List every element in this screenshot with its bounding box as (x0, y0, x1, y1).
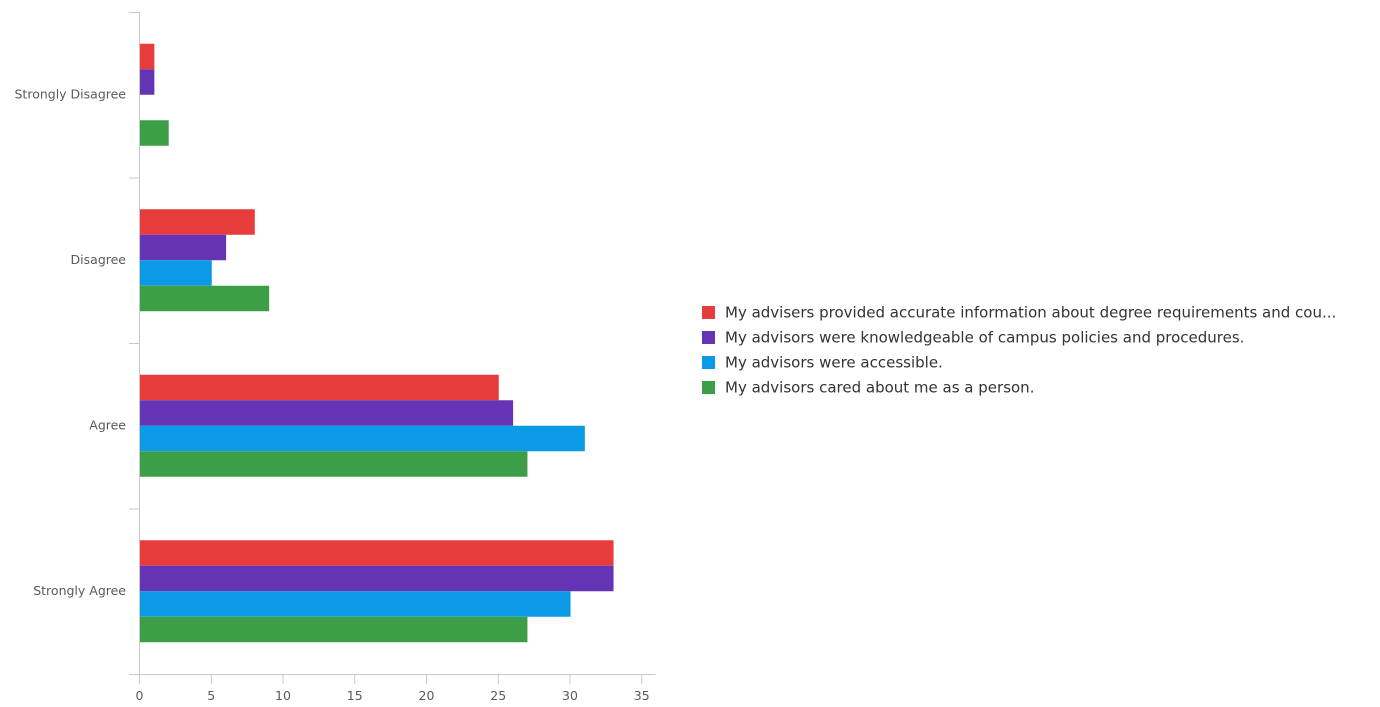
bar (140, 209, 255, 235)
bar (140, 591, 571, 617)
bar (140, 451, 528, 477)
category-labels: Strongly Disagree Disagree Agree Strongly A… (15, 86, 127, 598)
chart-bars (140, 43, 614, 643)
legend-swatch (702, 356, 715, 369)
legend-swatch (702, 306, 715, 319)
chart-legend: My advisers provided accurate informatio… (702, 304, 1336, 397)
x-tick-label: 15 (347, 688, 363, 703)
legend-label: My advisors were accessible. (725, 354, 943, 372)
bar (140, 120, 169, 146)
bar (140, 540, 614, 566)
bar (140, 374, 499, 401)
x-tick-label: 0 (136, 688, 144, 703)
legend-label: My advisors were knowledgeable of campus… (725, 329, 1244, 347)
bar (140, 285, 270, 312)
legend-label: My advisers provided accurate informatio… (725, 304, 1336, 322)
bar (140, 43, 155, 70)
x-tick-label: 30 (562, 688, 578, 703)
x-tick-label: 20 (419, 688, 435, 703)
category-label: Strongly Disagree (15, 86, 127, 101)
bar (140, 616, 528, 643)
x-axis-ticks: 0 5 10 15 20 25 30 35 (136, 674, 650, 703)
legend-item: My advisers provided accurate informatio… (702, 304, 1336, 322)
legend-item: My advisors cared about me as a person. (702, 379, 1034, 397)
x-tick-label: 25 (490, 688, 506, 703)
category-label: Agree (89, 417, 126, 432)
bar (140, 260, 212, 286)
bar (140, 69, 155, 95)
x-tick-label: 10 (275, 688, 291, 703)
category-label: Strongly Agree (33, 583, 126, 598)
category-label: Disagree (71, 252, 127, 267)
bar (140, 425, 585, 452)
legend-label: My advisors cared about me as a person. (725, 379, 1034, 397)
x-tick-label: 5 (207, 688, 215, 703)
legend-item: My advisors were accessible. (702, 354, 943, 372)
legend-item: My advisors were knowledgeable of campus… (702, 329, 1244, 347)
bar (140, 565, 614, 592)
x-tick-label: 35 (634, 688, 650, 703)
bar (140, 400, 514, 426)
bar (140, 234, 227, 261)
legend-swatch (702, 381, 715, 394)
legend-swatch (702, 331, 715, 344)
